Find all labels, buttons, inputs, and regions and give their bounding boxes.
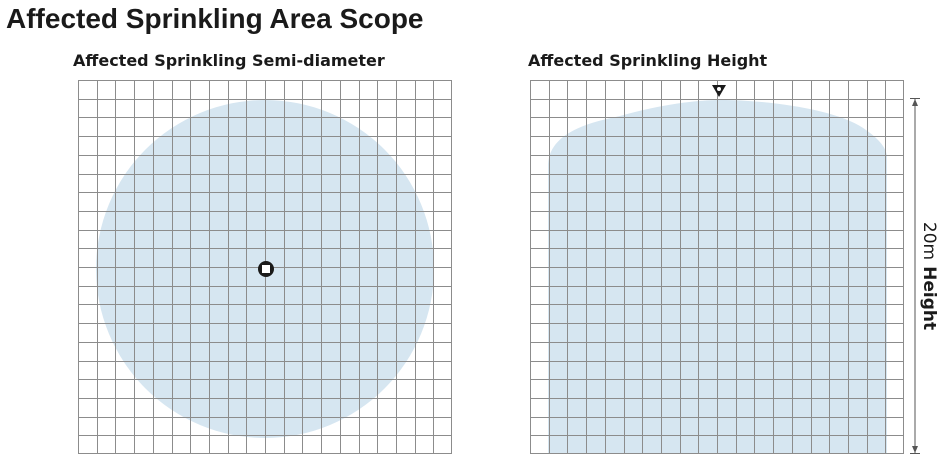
grid [78,80,452,454]
semi-diameter-diagram [78,80,452,454]
grid-frame [78,80,452,454]
height-value: 20m [919,221,939,261]
height-title: Affected Sprinkling Height [528,51,768,70]
page-title: Affected Sprinkling Area Scope [6,3,424,34]
height-word: Height [919,266,939,331]
height-dimension-label: 20m Height [919,222,939,330]
height-diagram [530,80,904,454]
sprinkler-triangle-icon [712,85,726,97]
grid-frame [530,80,904,454]
semi-diameter-title: Affected Sprinkling Semi-diameter [73,51,385,70]
height-dimension-line [910,98,920,454]
sprinkler-head-icon [258,261,274,277]
grid [530,80,904,454]
